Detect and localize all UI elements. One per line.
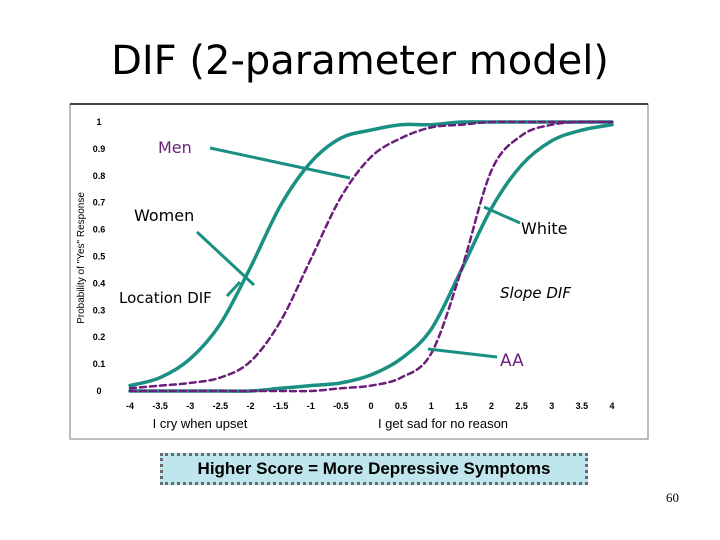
annotation-location-dif: Location DIF [119,289,212,307]
y-tick-label: 0 [96,386,101,396]
y-tick-label: 0.1 [93,359,106,369]
footer-text: Higher Score = More Depressive Symptoms [197,459,551,478]
x-tick-label: 4 [609,401,614,411]
y-tick-label: 0.9 [93,144,106,154]
y-tick-label: 0.6 [93,225,106,235]
x-tick-label: -1 [307,401,315,411]
x-tick-label: -0.5 [333,401,349,411]
annotation-women: Women [134,206,194,225]
x-tick-label: 1 [429,401,434,411]
y-tick-label: 0.4 [93,278,106,288]
annotation-white: White [521,219,568,238]
x-axis-label-left: I cry when upset [153,416,248,431]
x-tick-label: 2.5 [515,401,528,411]
footer-box: Higher Score = More Depressive Symptoms [160,453,588,485]
x-tick-label: -4 [126,401,134,411]
x-tick-label: 3 [549,401,554,411]
annotation-men: Men [158,138,192,157]
pointer-location-dif [225,280,242,298]
x-tick-label: -1.5 [273,401,289,411]
y-tick-label: 1 [96,117,101,127]
annotation-aa: AA [500,351,524,371]
pointer-men [209,146,351,180]
y-tick-label: 0.7 [93,198,106,208]
x-tick-label: 0 [368,401,373,411]
y-tick-label: 0.2 [93,332,106,342]
slide-title: DIF (2-parameter model) [111,38,609,84]
series-line-aa [128,120,614,393]
x-tick-label: -3.5 [152,401,168,411]
pointer-women [195,230,256,287]
pointer-aa [427,347,498,359]
x-tick-label: -3 [186,401,194,411]
x-axis: -4 -3.5 -3 -2.5 -2 -1.5 -1 -0.5 0 0.5 1 1.5 2 2.5 3 3.5… [126,401,615,411]
y-tick-label: 0.3 [93,305,106,315]
series-lines [128,120,614,393]
x-tick-label: 1.5 [455,401,468,411]
x-axis-label-right: I get sad for no reason [378,416,508,431]
annotation-slope-dif: Slope DIF [500,284,571,302]
annotation-pointers [195,146,521,359]
y-axis: 0 0.1 0.2 0.3 0.4 0.5 0.6 0.7 0.8 0.9 1 [93,117,106,396]
y-tick-label: 0.8 [93,171,106,181]
x-tick-label: 0.5 [395,401,408,411]
x-tick-label: 2 [489,401,494,411]
page-number: 60 [666,490,679,505]
x-tick-label: -2.5 [213,401,229,411]
x-tick-label: -2 [246,401,254,411]
y-tick-label: 0.5 [93,252,106,262]
pointer-white [483,205,521,225]
series-line-women [128,120,614,390]
x-tick-label: 3.5 [576,401,589,411]
chart-frame [69,103,649,440]
y-axis-label: Probability of "Yes" Response [76,192,87,324]
